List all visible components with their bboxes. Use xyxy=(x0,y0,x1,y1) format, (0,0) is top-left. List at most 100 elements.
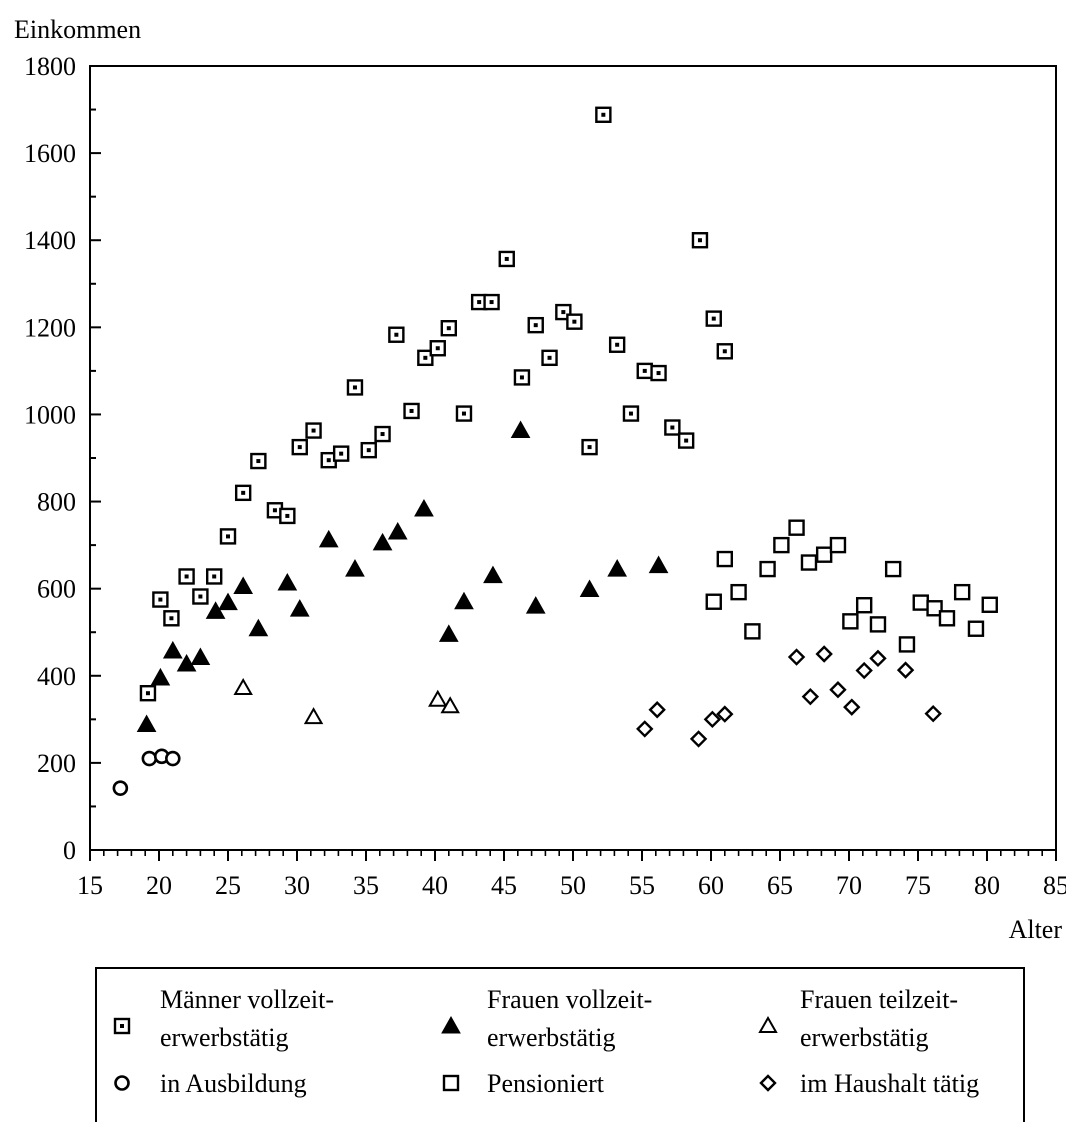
x-tick-label: 45 xyxy=(491,871,517,900)
data-point xyxy=(162,640,183,659)
x-tick-label: 80 xyxy=(974,871,1000,900)
data-point xyxy=(150,667,171,686)
data-point xyxy=(815,546,833,563)
data-point xyxy=(250,452,267,470)
x-tick-label: 60 xyxy=(698,871,724,900)
data-point xyxy=(801,687,820,706)
data-point xyxy=(190,647,211,665)
legend-item: im Haushalt tätig xyxy=(759,1069,979,1098)
data-point xyxy=(454,591,474,610)
x-tick-label: 75 xyxy=(905,871,931,900)
data-point xyxy=(716,705,734,723)
series-0 xyxy=(139,106,733,702)
data-point xyxy=(192,588,209,605)
y-tick-label: 600 xyxy=(37,575,76,604)
data-point xyxy=(884,560,902,578)
data-point xyxy=(677,432,695,449)
data-point xyxy=(703,710,722,729)
data-point xyxy=(289,599,310,617)
legend-item: Pensioniert xyxy=(442,1069,605,1098)
y-axis-label: Einkommen xyxy=(14,15,141,44)
y-tick-label: 200 xyxy=(37,749,76,778)
series-2 xyxy=(233,677,460,725)
data-point xyxy=(417,349,434,367)
x-tick-label: 25 xyxy=(215,871,241,900)
y-tick-label: 1200 xyxy=(24,313,76,342)
data-point xyxy=(234,484,252,502)
y-tick-label: 0 xyxy=(63,836,76,865)
y-tick-label: 1000 xyxy=(24,400,76,429)
data-point xyxy=(869,616,887,633)
data-point xyxy=(636,720,654,738)
data-point xyxy=(898,636,916,653)
data-point xyxy=(178,568,195,585)
data-point xyxy=(429,340,446,357)
data-point xyxy=(787,648,806,666)
series-5 xyxy=(636,645,942,748)
data-point xyxy=(346,379,364,396)
series-1 xyxy=(136,420,669,733)
data-point xyxy=(788,519,805,536)
data-point xyxy=(136,714,157,733)
data-point xyxy=(163,610,180,627)
data-point xyxy=(233,677,253,695)
data-point xyxy=(219,528,237,545)
legend-label: erwerbstätig xyxy=(160,1023,289,1052)
data-point xyxy=(332,445,350,462)
data-point xyxy=(440,696,460,714)
data-point xyxy=(981,596,998,613)
data-point xyxy=(414,498,434,517)
data-point xyxy=(636,362,653,380)
data-point xyxy=(387,522,408,540)
legend-label: Frauen vollzeit- xyxy=(487,985,652,1014)
data-point xyxy=(360,441,377,459)
data-point xyxy=(800,554,818,571)
data-point xyxy=(705,593,722,610)
x-tick-label: 15 xyxy=(77,871,103,900)
data-point xyxy=(648,701,666,719)
x-tick-label: 55 xyxy=(629,871,655,900)
data-point xyxy=(527,316,544,334)
x-tick-label: 85 xyxy=(1043,871,1066,900)
data-point xyxy=(566,313,583,330)
legend-label: Männer vollzeit- xyxy=(160,985,334,1014)
data-point xyxy=(438,624,459,642)
data-point xyxy=(648,555,669,574)
data-point xyxy=(730,583,747,601)
data-point xyxy=(112,780,129,796)
data-point xyxy=(510,420,531,439)
data-point xyxy=(513,369,531,386)
data-point xyxy=(176,653,197,672)
x-tick-label: 50 xyxy=(560,871,586,900)
data-point xyxy=(967,620,985,637)
legend-label: in Ausbildung xyxy=(160,1069,307,1098)
y-tick-label: 1600 xyxy=(24,139,76,168)
data-point xyxy=(374,425,391,443)
data-point xyxy=(744,623,761,640)
legend-item: Männer vollzeit-erwerbstätig xyxy=(113,985,334,1052)
data-point xyxy=(664,419,681,436)
data-point xyxy=(579,579,600,598)
data-point xyxy=(691,232,709,249)
x-tick-label: 70 xyxy=(836,871,862,900)
data-point xyxy=(470,293,488,311)
x-tick-label: 30 xyxy=(284,871,310,900)
data-point xyxy=(541,349,558,367)
x-axis: 15 20 25 30 35 40 45 50 55 60 65 70 75 80 85 xyxy=(77,850,1066,900)
x-axis-label: Alter xyxy=(1009,915,1063,944)
data-point xyxy=(277,572,298,591)
data-point xyxy=(924,704,942,723)
legend-label: Frauen teilzeit- xyxy=(800,985,958,1014)
legend: Männer vollzeit-erwerbstätig Frauen vollz… xyxy=(95,967,1025,1122)
data-point xyxy=(279,507,296,525)
data-point xyxy=(650,364,667,382)
y-tick-label: 1400 xyxy=(24,226,76,255)
legend-label: erwerbstätig xyxy=(800,1023,929,1052)
legend-marker xyxy=(113,1017,131,1035)
data-point xyxy=(869,649,887,668)
data-point xyxy=(938,610,956,627)
data-point xyxy=(205,568,223,585)
y-tick-label: 400 xyxy=(37,662,76,691)
legend-marker xyxy=(759,1074,777,1092)
